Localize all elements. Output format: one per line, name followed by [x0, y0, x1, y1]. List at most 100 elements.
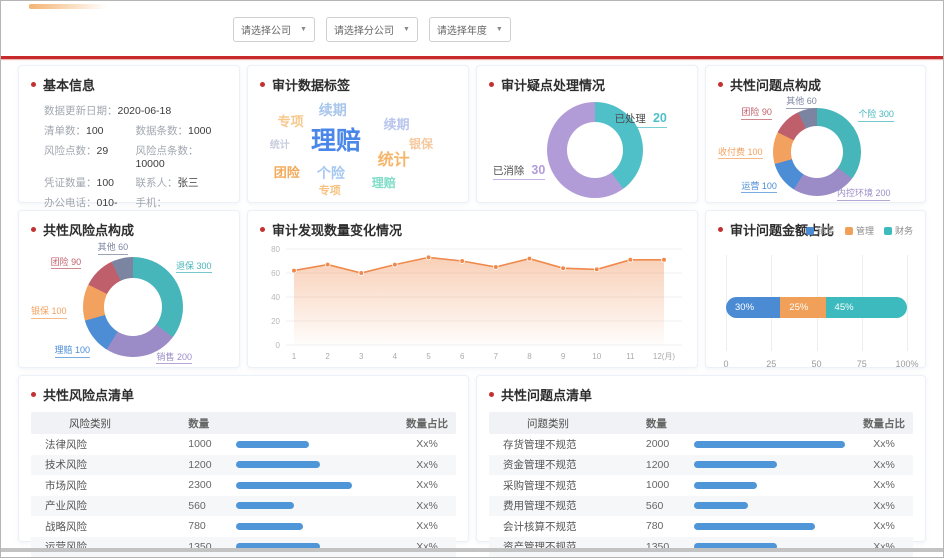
row-category: 产业风险: [45, 500, 87, 513]
row-category: 会计核算不规范: [503, 520, 577, 533]
info-field-label: 办公电话：: [44, 197, 97, 209]
info-field-label: 清单数：: [44, 125, 86, 137]
bar-track: [236, 522, 388, 530]
value-bar: [236, 461, 320, 469]
value-bar: [236, 502, 294, 510]
row-bar-cell: [693, 481, 855, 489]
info-field-value: 29: [96, 145, 109, 157]
tag-word: 续期: [318, 102, 347, 119]
filter-select[interactable]: 请选择年度 ▼: [428, 17, 511, 42]
table-row: 运营风险1350Xx%: [31, 536, 456, 557]
axis-tick-label: 50: [811, 359, 822, 369]
svg-text:1: 1: [292, 352, 297, 361]
info-field-value: 100: [96, 177, 115, 189]
panel-amount-ratio: 审计问题金额占比 销售 管理 财务 0 25 50 75 100% 30% 25% 45%: [705, 210, 926, 369]
bar-track: [693, 440, 845, 448]
svg-text:60: 60: [271, 269, 280, 278]
legend-swatch-icon: [844, 226, 853, 235]
value-bar: [236, 543, 320, 551]
row-category: 存货管理不规范: [503, 438, 577, 451]
info-field: 清单数：100: [44, 123, 136, 138]
risk-composition-donut-chart: 退保 300 销售 200 理赔 100 银保 100 团险 90 其他 60: [31, 241, 227, 371]
table-row: 产业风险 560 Xx%: [31, 495, 456, 516]
row-bar-cell: [236, 440, 398, 448]
svg-text:9: 9: [561, 352, 566, 361]
row-bar-cell: [236, 481, 398, 489]
window-bottom-edge: [1, 548, 943, 552]
tag-word: 团险: [273, 164, 300, 180]
svg-text:2: 2: [325, 352, 330, 361]
leader-line: [54, 356, 91, 358]
info-field-label: 手机：: [135, 197, 168, 209]
panel-title-text: 审计数据标签: [272, 78, 351, 93]
axis-tick-label: 25: [766, 359, 777, 369]
row-percent: Xx%: [873, 479, 895, 492]
value-bar: [693, 461, 777, 469]
row-value: 780: [645, 520, 664, 533]
table-row: 资金管理不规范 1200 Xx%: [489, 454, 913, 475]
dashboard-content: 基本信息 数据更新日期：2020-06-18 清单数：100 数据条数：1000 风险…: [1, 59, 943, 557]
row-bar-cell: [693, 522, 855, 530]
row-category: 费用管理不规范: [503, 500, 577, 513]
svg-text:40: 40: [271, 293, 280, 302]
column-header: 问题类别: [527, 417, 569, 430]
svg-text:20: 20: [271, 317, 280, 326]
svg-text:12(月): 12(月): [653, 352, 676, 361]
panel-title: 共性问题点清单: [489, 385, 913, 404]
panel-title-text: 审计疑点处理情况: [501, 78, 606, 93]
table-row: 市场风险 2300 Xx%: [31, 475, 456, 496]
info-field: 凭证数量：100: [44, 175, 136, 190]
info-field-value: 1000: [188, 125, 212, 137]
bar-track: [693, 481, 845, 489]
filter-select[interactable]: 请选择公司 ▼: [233, 17, 315, 42]
legend-item[interactable]: 销售: [805, 224, 835, 237]
row-bar-cell: [693, 440, 855, 448]
bar-track: [236, 440, 388, 448]
grid-line: [907, 255, 908, 351]
stacked-bar: 30% 25% 45%: [726, 297, 907, 318]
row-category: 战略风险: [45, 520, 87, 533]
table-row: 资产管理不规范1350Xx%: [489, 536, 913, 557]
svg-text:8: 8: [527, 352, 532, 361]
info-field-value: 2020-06-18: [117, 105, 172, 117]
donut-label-value: 30: [531, 162, 546, 177]
panel-title: 审计数据标签: [260, 75, 456, 94]
risk-list-table: 风险类别 数量 数量占比 法律风险 1000 Xx% 技术风险 1200 Xx% 市场风险 2300…: [31, 412, 456, 557]
column-header: 数量占比: [406, 417, 448, 430]
panel-title-text: 共性风险点清单: [43, 388, 135, 403]
bullet-icon: [489, 392, 494, 397]
donut-label: 内控环境 200: [836, 188, 891, 202]
row-category: 运营风险: [31, 539, 188, 554]
filter-select[interactable]: 请选择分公司 ▼: [325, 17, 418, 42]
leader-line: [741, 192, 777, 194]
trend-line-chart: 0 20 40 60 80 1 2 3 4 5 6 7 8 9 10 11 12(月): [271, 245, 682, 361]
donut-label: 团险 90: [741, 107, 772, 120]
panel-audit-tags: 审计数据标签 续期 专项 续期 统计 理赔 银保 统计 团险 个险 理赔 专项: [247, 65, 469, 203]
bullet-icon: [489, 82, 494, 87]
leader-line: [614, 127, 667, 129]
bullet-icon: [31, 227, 36, 232]
column-header: 风险类别: [69, 417, 111, 430]
legend-item[interactable]: 管理: [844, 224, 874, 237]
row-percent: Xx%: [416, 479, 438, 492]
row-bar-cell: [236, 461, 398, 469]
donut-label: 银保 100: [31, 306, 67, 319]
bullet-icon: [31, 392, 36, 397]
value-bar: [236, 440, 310, 448]
table-row: 采购管理不规范 1000 Xx%: [489, 475, 913, 496]
panel-trend: 审计发现数量变化情况 0 20 40 60 80 1 2 3 4 5 6 7 8 9 10 11 12(月): [247, 210, 698, 368]
panel-issue-list: 共性问题点清单 问题类别 数量 数量占比 存货管理不规范 2000 Xx% 资金管理不规范 1…: [476, 375, 926, 557]
table-header-row: 问题类别 数量 数量占比: [489, 412, 913, 434]
donut-label: 退保 300: [176, 261, 212, 274]
tag-word: 专项: [318, 185, 341, 198]
row-value: 1000: [188, 438, 212, 451]
row-category: 资产管理不规范: [489, 539, 646, 554]
donut-label: 已消除 30: [492, 162, 546, 180]
info-field-label: 数据更新日期：: [44, 105, 118, 117]
filter-select-label: 请选择公司: [241, 26, 291, 37]
chevron-down-icon: ▼: [402, 26, 410, 33]
row-percent: Xx%: [873, 499, 895, 512]
panel-title: 共性问题点构成: [718, 75, 913, 94]
bar-track: [236, 543, 388, 551]
legend-item[interactable]: 财务: [883, 224, 913, 237]
